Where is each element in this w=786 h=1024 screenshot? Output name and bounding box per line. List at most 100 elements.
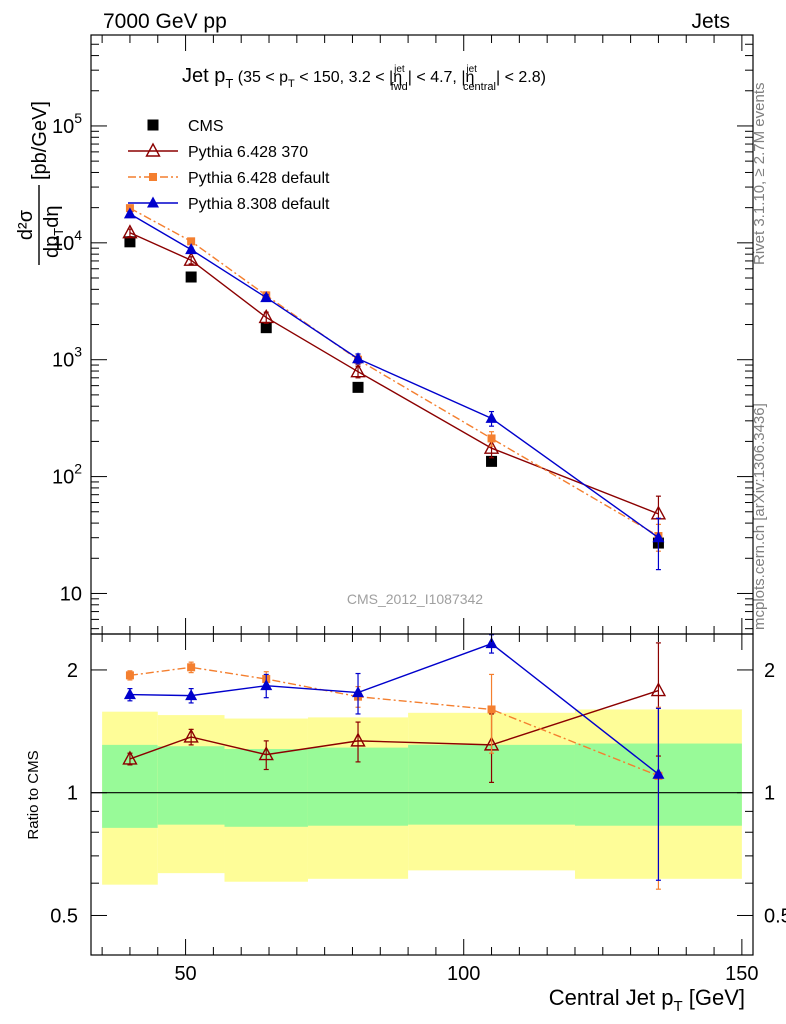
legend-label: Pythia 6.428 370	[188, 144, 308, 161]
reference-label: mcplots.cern.ch [arXiv:1306.3436]	[751, 403, 768, 630]
rivet-version-label: Rivet 3.1.10, ≥ 2.7M events	[751, 83, 768, 266]
legend-entry-1: Pythia 6.428 370	[128, 142, 308, 161]
legend-label: Pythia 6.428 default	[188, 170, 330, 187]
legend-label: CMS	[188, 118, 224, 135]
ratio-point	[352, 686, 365, 698]
ratio-data-layer	[122, 634, 667, 890]
main-point	[487, 434, 496, 443]
x-tick-label: 50	[174, 963, 196, 985]
legend-marker	[145, 142, 161, 157]
ratio-point	[260, 679, 273, 691]
main-point	[486, 455, 498, 467]
main-y-tick-label: 102	[52, 461, 82, 489]
legend-marker	[147, 196, 159, 208]
title-cond1-sub: T	[288, 78, 295, 90]
header-right: Jets	[691, 10, 730, 33]
xlabel-sub: T	[673, 998, 682, 1015]
ratio-point	[487, 705, 496, 714]
main-y-tick-label: 105	[52, 110, 82, 138]
xlabel-main: Central Jet p	[549, 985, 674, 1010]
chart-title: Jet pT (35 < pT < 150, 3.2 < |ηjet fwd| <…	[182, 64, 546, 93]
legend-entry-2: Pythia 6.428 default	[128, 170, 330, 187]
ratio-point	[258, 746, 274, 761]
ratio-series-line-2	[129, 642, 659, 775]
main-point	[352, 381, 364, 393]
main-point	[124, 236, 136, 248]
main-y-tick-label: 10	[60, 583, 82, 605]
ratio-bands	[91, 709, 753, 885]
ratio-point	[185, 689, 198, 701]
main-data-layer	[122, 204, 667, 571]
title-cen-sup: jet	[465, 64, 477, 75]
ylabel-den-dp: dp	[41, 236, 63, 258]
title-cond2: < 150, 3.2 < |η	[295, 69, 402, 86]
ylabel-den-sub: T	[51, 228, 66, 236]
ratio-y-tick-label: 1	[67, 783, 78, 805]
main-point	[483, 439, 500, 454]
legend-label: Pythia 8.308 default	[188, 196, 330, 213]
ratio-point	[183, 728, 199, 743]
ylabel-numerator: d²σ	[15, 209, 37, 240]
main-point	[185, 271, 197, 283]
main-point	[260, 322, 272, 334]
ratio-point	[485, 637, 498, 649]
main-y-axis-label: d²σ dpTdη [pb/GeV]	[15, 101, 66, 265]
ratio-y-tick-label: 0.5	[50, 905, 78, 927]
ratio-y-tick-label-right: 2	[764, 660, 775, 682]
main-point	[187, 237, 196, 246]
main-point	[122, 224, 138, 239]
x-axis-label: Central Jet pT [GeV]	[549, 985, 745, 1015]
ratio-point	[650, 682, 667, 697]
title-cen-sub: central	[463, 81, 496, 93]
main-series-line-1	[129, 232, 659, 515]
ratio-y-axis-label: Ratio to CMS	[25, 750, 42, 839]
main-point	[485, 411, 498, 423]
header-left: 7000 GeV pp	[103, 10, 227, 33]
x-tick-label: 150	[725, 963, 758, 985]
ratio-band-inner	[157, 746, 225, 825]
legend-entry-0: CMS	[147, 118, 224, 135]
main-point	[185, 243, 198, 255]
legend-marker	[147, 119, 159, 131]
main-ticks: 10 102 103 104 105	[52, 34, 753, 634]
x-tick-label: 100	[447, 963, 480, 985]
title-main: Jet p	[182, 65, 225, 87]
watermark: CMS_2012_I1087342	[347, 591, 483, 607]
ratio-y-tick-label-right: 1	[764, 783, 775, 805]
main-series-3	[123, 207, 665, 571]
ratio-point	[350, 732, 366, 747]
main-point	[350, 363, 366, 378]
ratio-ticks: 0.5 0.5 1 1 2 2 50 100 150	[50, 634, 786, 985]
main-point	[652, 531, 665, 543]
legend: CMS Pythia 6.428 370 Pythia 6.428 default P…	[128, 118, 330, 213]
ratio-series-line-0	[129, 689, 659, 760]
main-y-tick-label: 103	[52, 344, 82, 372]
main-point	[352, 352, 365, 364]
main-y-tick-label: 104	[52, 227, 82, 255]
ratio-series-2	[123, 634, 665, 881]
title-cond1: (35 < p	[233, 69, 288, 86]
ratio-series-line-1	[129, 666, 659, 777]
ratio-y-tick-label-right: 0.5	[764, 905, 786, 927]
ylabel-denominator: dpTdη	[41, 206, 66, 258]
ratio-point	[123, 688, 136, 700]
ratio-y-tick-label: 2	[67, 660, 78, 682]
ratio-panel: 0.5 0.5 1 1 2 2 50 100 150 Ratio to CMS Central …	[25, 633, 786, 1015]
ratio-frame	[90, 633, 754, 956]
main-point	[260, 291, 273, 303]
main-point	[183, 251, 199, 266]
ylabel-den-rest: dη	[41, 206, 63, 228]
ratio-point	[125, 671, 134, 680]
main-point	[258, 308, 274, 324]
title-fwd-sup: jet	[393, 64, 405, 75]
main-point	[123, 207, 136, 219]
main-series-line-3	[129, 213, 659, 539]
xlabel-rest: [GeV]	[683, 985, 745, 1010]
ratio-point	[187, 663, 196, 672]
ratio-point	[122, 750, 138, 765]
ratio-point	[652, 767, 665, 779]
main-series-2	[125, 204, 663, 552]
legend-marker	[149, 173, 157, 181]
